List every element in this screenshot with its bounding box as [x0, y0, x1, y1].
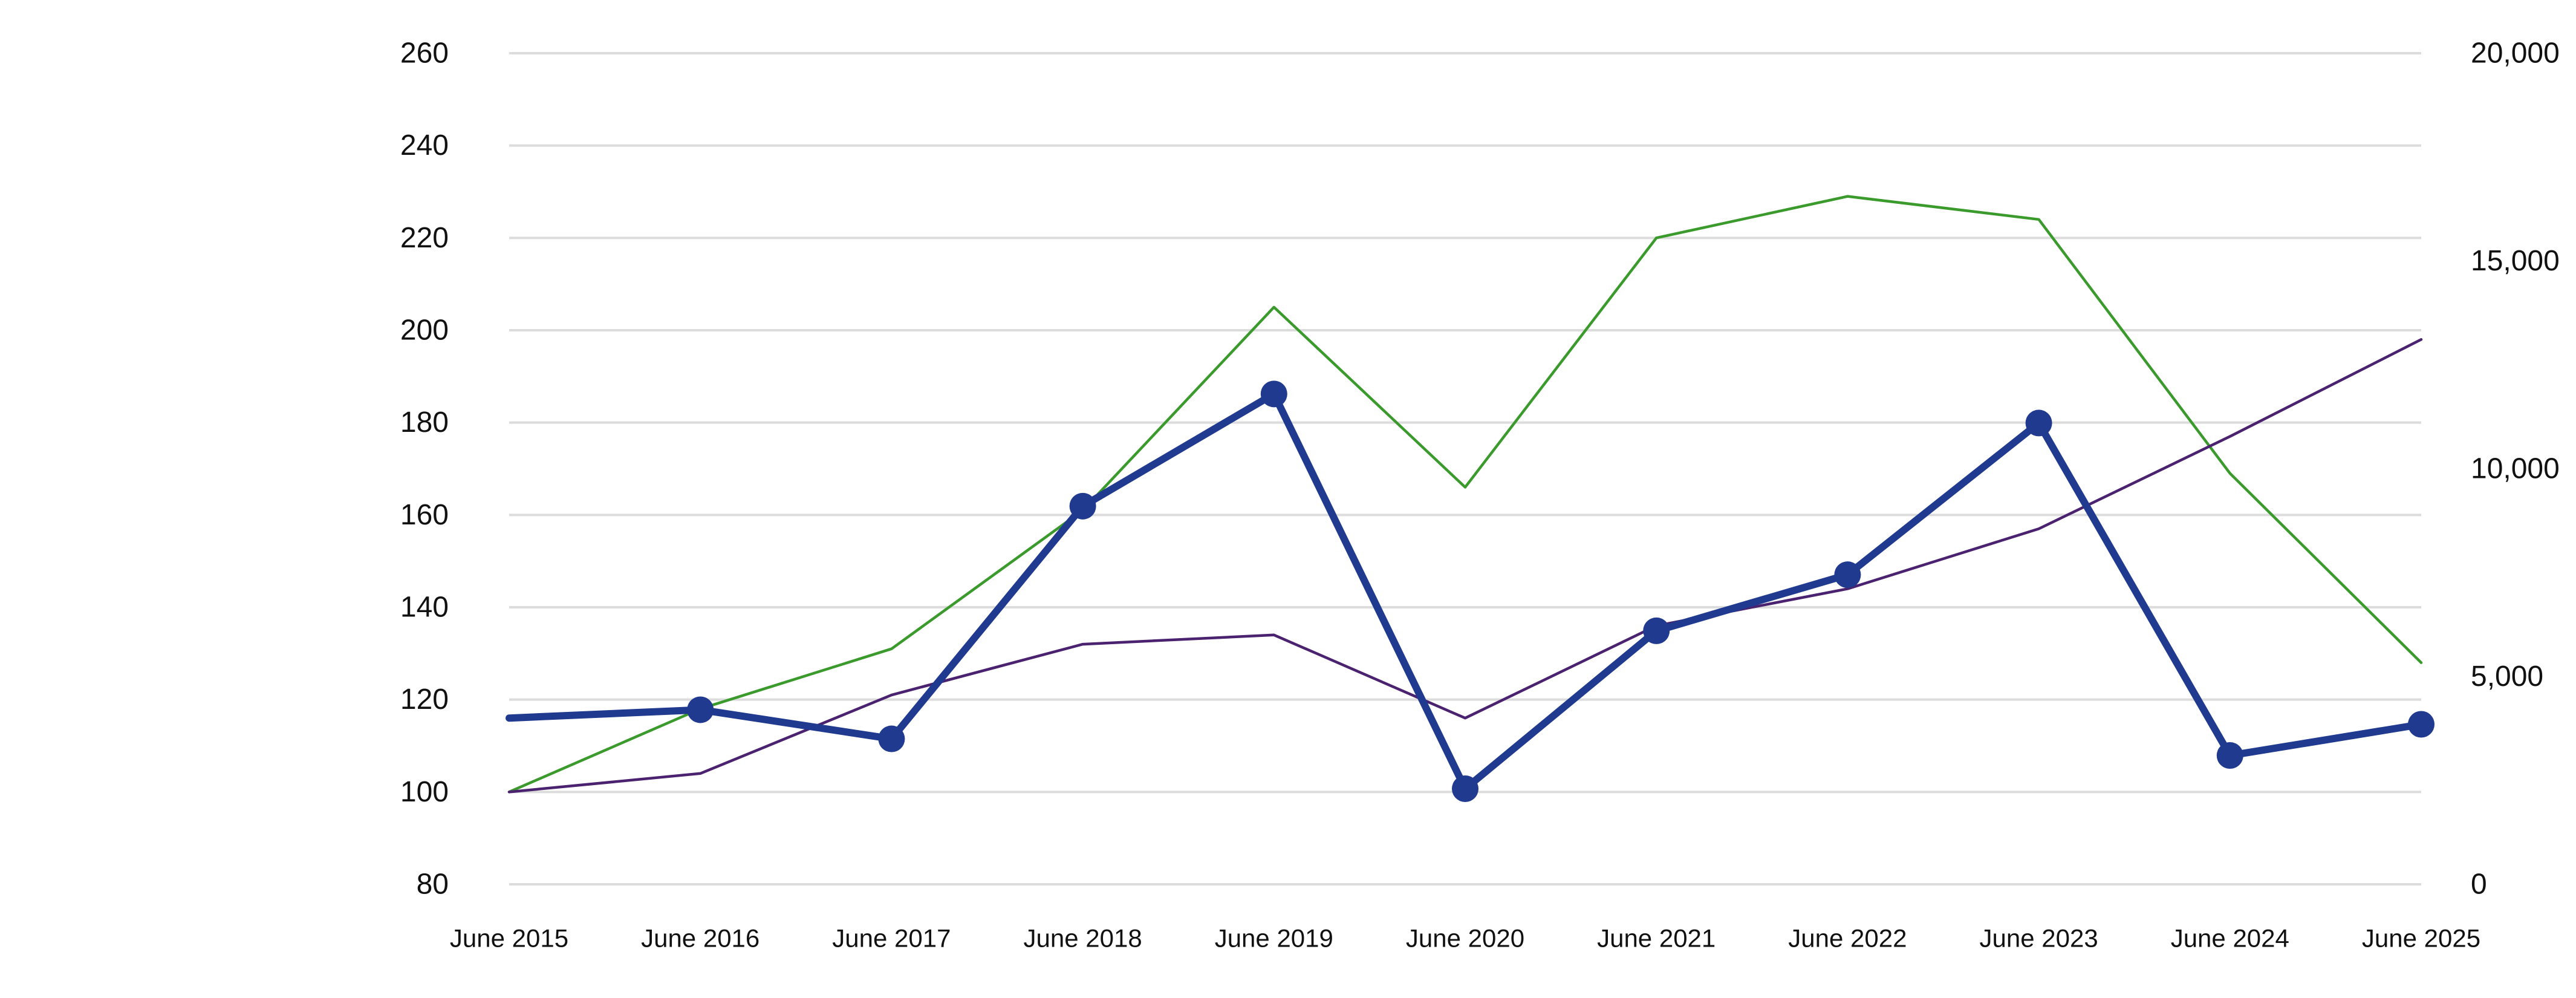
series-1-point [2216, 742, 2243, 769]
x-tick-label: June 2023 [1980, 924, 2098, 953]
right-y-tick-label: 5,000 [2471, 660, 2543, 693]
left-y-tick-label: 200 [400, 315, 449, 347]
left-y-axis: 80 100 120 140 160 180 200 220 240 260 [400, 38, 449, 901]
series-1-point [687, 696, 714, 723]
x-tick-label: June 2018 [1024, 924, 1142, 953]
series-3-line [507, 338, 2423, 794]
x-tick-label: June 2022 [1788, 924, 1907, 953]
right-y-tick-label: 0 [2471, 869, 2487, 901]
left-y-tick-label: 220 [400, 222, 449, 254]
series-lines [506, 195, 2425, 794]
series-1-point [1260, 380, 1287, 408]
series-2-line [507, 195, 2423, 794]
x-tick-label: June 2017 [832, 924, 951, 953]
gridlines [509, 52, 2421, 885]
x-axis: June 2015 June 2016 June 2017 June 2018 June… [450, 924, 2480, 953]
right-y-tick-label: 20,000 [2471, 38, 2560, 70]
series-1-point [1834, 561, 1861, 589]
series-1-line [506, 390, 2425, 792]
series-1-point [2025, 409, 2052, 437]
series-1-point [1069, 492, 1096, 520]
left-y-tick-label: 80 [417, 869, 449, 901]
left-y-tick-label: 260 [400, 38, 449, 70]
x-tick-label: June 2015 [450, 924, 568, 953]
x-tick-label: June 2021 [1597, 924, 1716, 953]
series-1-point [1452, 775, 1478, 802]
left-y-tick-label: 160 [400, 499, 449, 531]
right-y-tick-label: 10,000 [2471, 453, 2560, 485]
x-tick-label: June 2024 [2171, 924, 2289, 953]
x-tick-label: June 2019 [1215, 924, 1333, 953]
left-y-tick-label: 140 [400, 592, 449, 624]
series-markers [687, 380, 2435, 802]
series-1-point [878, 725, 905, 752]
x-tick-label: June 2016 [641, 924, 759, 953]
right-y-axis: 0 5,000 10,000 15,000 20,000 [2471, 38, 2560, 901]
series-1-point [2408, 711, 2435, 738]
right-y-tick-label: 15,000 [2471, 245, 2560, 277]
x-tick-label: June 2025 [2362, 924, 2480, 953]
left-y-tick-label: 100 [400, 776, 449, 808]
left-y-tick-label: 240 [400, 129, 449, 161]
left-y-tick-label: 120 [400, 683, 449, 716]
left-y-tick-label: 180 [400, 406, 449, 439]
series-1-point [1643, 617, 1670, 644]
x-tick-label: June 2020 [1406, 924, 1524, 953]
